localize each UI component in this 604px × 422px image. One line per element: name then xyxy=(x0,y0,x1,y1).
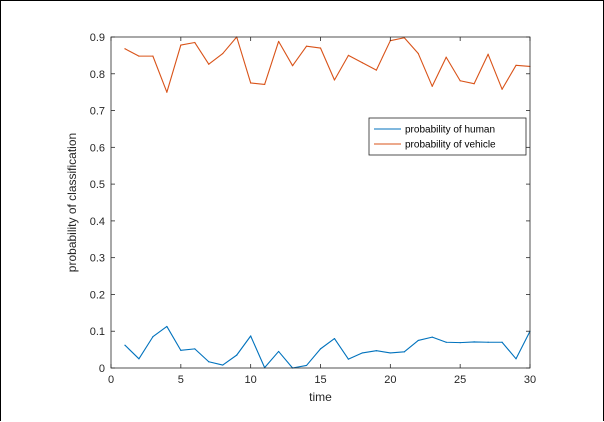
data-point xyxy=(459,80,461,82)
data-point xyxy=(124,48,126,50)
y-tick-label: 0.7 xyxy=(90,106,105,118)
data-point xyxy=(375,69,377,71)
data-point xyxy=(194,348,196,350)
data-point xyxy=(515,358,517,360)
x-tick-label: 15 xyxy=(314,374,326,386)
data-point xyxy=(152,336,154,338)
data-point xyxy=(180,44,182,46)
data-point xyxy=(250,335,252,337)
legend-label-vehicle: probability of vehicle xyxy=(405,140,496,151)
data-point xyxy=(333,337,336,340)
data-point xyxy=(375,350,377,352)
data-point xyxy=(361,352,363,354)
y-tick-label: 0.4 xyxy=(90,216,105,228)
data-point xyxy=(152,55,154,57)
data-point xyxy=(208,361,210,363)
data-point xyxy=(236,354,238,356)
data-point xyxy=(459,342,461,344)
legend: probability of human probability of vehi… xyxy=(368,117,527,156)
x-tick-label: 30 xyxy=(524,374,536,386)
data-point xyxy=(403,37,405,39)
data-point xyxy=(515,64,517,66)
y-tick-label: 0.2 xyxy=(90,289,105,301)
data-point xyxy=(501,341,503,343)
data-point xyxy=(319,47,322,49)
y-tick-label: 0 xyxy=(99,363,105,375)
y-tick-label: 0.3 xyxy=(90,253,105,265)
y-tick-label: 0.5 xyxy=(90,179,105,191)
data-point xyxy=(180,349,182,351)
data-point xyxy=(305,364,308,367)
legend-box xyxy=(368,117,527,156)
data-point xyxy=(445,341,447,343)
data-point xyxy=(431,85,433,87)
data-point xyxy=(487,341,489,343)
data-point xyxy=(389,352,391,354)
data-point xyxy=(431,336,433,338)
data-point xyxy=(138,55,140,57)
data-point xyxy=(361,62,363,64)
data-point xyxy=(166,325,168,328)
ticks-layer: 0 5 10 15 20 25 30 0 0.1 0.2 0.3 0.4 0.5 0.6 0.7 0.8 0.9 xyxy=(90,32,536,386)
data-point xyxy=(138,358,140,360)
data-point xyxy=(278,40,280,43)
data-point xyxy=(501,88,503,90)
data-point xyxy=(487,53,489,55)
plot-area xyxy=(111,37,530,368)
y-tick-label: 0.1 xyxy=(90,326,105,338)
legend-label-human: probability of human xyxy=(405,125,495,136)
x-tick-label: 25 xyxy=(454,374,466,386)
data-point xyxy=(250,82,252,84)
x-tick-label: 5 xyxy=(178,374,184,386)
y-tick-label: 0.6 xyxy=(90,142,105,154)
data-point xyxy=(222,364,224,366)
data-point xyxy=(278,350,280,353)
series-line-human xyxy=(124,325,531,369)
data-point xyxy=(473,83,475,85)
x-tick-label: 10 xyxy=(245,374,257,386)
data-point xyxy=(305,45,308,47)
y-axis-label: probability of classification xyxy=(65,133,79,272)
data-point xyxy=(403,351,405,353)
data-point xyxy=(222,52,224,55)
data-point xyxy=(473,341,475,343)
data-point xyxy=(291,65,294,67)
data-point xyxy=(124,344,126,346)
data-point xyxy=(347,358,350,360)
data-point xyxy=(333,79,336,81)
data-point xyxy=(208,63,210,65)
data-point xyxy=(417,339,419,342)
data-point xyxy=(319,348,322,350)
x-tick-label: 0 xyxy=(108,374,114,386)
series-line-vehicle xyxy=(124,36,531,93)
data-point xyxy=(347,54,350,56)
y-tick-label: 0.9 xyxy=(90,32,105,44)
data-point xyxy=(445,56,447,58)
y-tick-label: 0.8 xyxy=(90,69,105,81)
data-point xyxy=(166,91,168,93)
x-tick-label: 20 xyxy=(384,374,396,386)
data-point xyxy=(194,41,196,44)
x-axis-label: time xyxy=(309,390,332,404)
data-point xyxy=(264,83,266,86)
data-point xyxy=(417,52,419,55)
